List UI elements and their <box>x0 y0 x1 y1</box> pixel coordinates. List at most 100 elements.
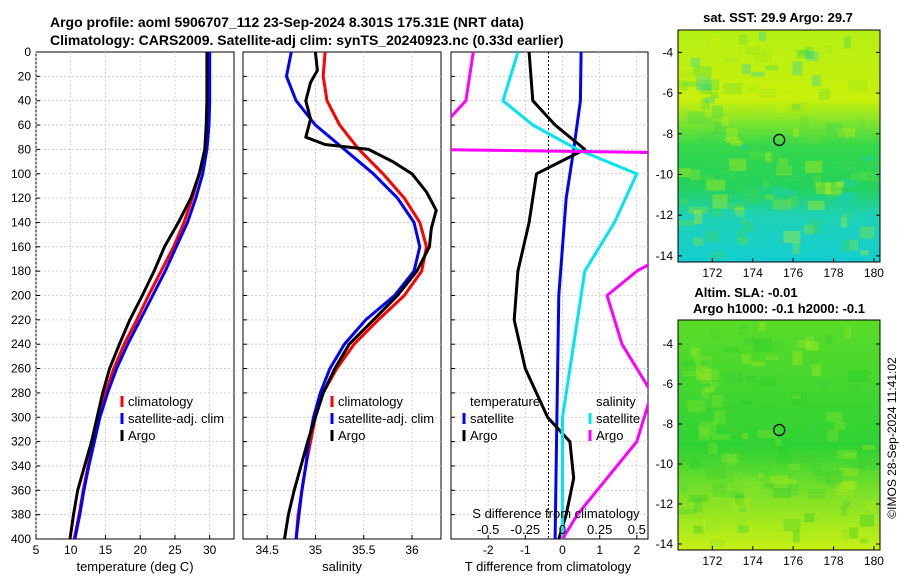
map-texture-cell <box>703 369 720 380</box>
map-x-tick-label: 176 <box>783 554 803 568</box>
map-texture-cell <box>765 483 774 489</box>
difference-legend: temperature satellite Argo salinity satellit… <box>462 394 640 443</box>
series-line-t-argo <box>512 52 587 539</box>
map-y-tick-label: -6 <box>662 86 673 100</box>
map-texture-cell <box>710 92 719 99</box>
map-texture-cell <box>688 206 708 214</box>
map-x-tick-label: 174 <box>743 266 763 280</box>
map-texture-cell <box>688 495 708 503</box>
map-texture-cell <box>739 34 748 45</box>
map-texture-cell <box>788 463 800 470</box>
map-texture-cell <box>710 328 720 342</box>
map-texture-cell <box>767 151 774 164</box>
map-texture-cell <box>825 471 843 483</box>
map-texture-cell <box>693 66 712 77</box>
map-texture-cell <box>792 530 800 543</box>
map-texture-cell <box>772 488 791 498</box>
map-texture-cell <box>834 422 845 431</box>
x-tick-label: 30 <box>203 543 217 557</box>
map-texture-cell <box>734 496 745 504</box>
x-tick-label: -2 <box>483 543 494 557</box>
map-texture-cell <box>778 158 789 166</box>
map-texture-cell <box>791 392 807 407</box>
map-texture-cell <box>799 339 808 345</box>
map-texture-cell <box>714 388 722 394</box>
map-texture-cell <box>865 212 876 221</box>
map-texture-cell <box>818 88 830 100</box>
map-texture-cell <box>713 121 726 136</box>
map-x-tick-label: 178 <box>824 266 844 280</box>
map-texture-cell <box>739 400 753 406</box>
map-texture-cell <box>813 175 822 188</box>
map-texture-cell <box>736 517 746 530</box>
map-texture-cell <box>811 363 821 376</box>
map-texture-cell <box>844 36 851 49</box>
map-texture-cell <box>693 237 704 246</box>
map-texture-cell <box>748 439 763 449</box>
sla-map-frame <box>677 319 881 551</box>
map-texture-cell <box>785 478 798 484</box>
legend-label: satellite-adj. clim <box>338 411 434 426</box>
map-texture-cell <box>825 191 841 198</box>
map-texture-cell <box>827 140 839 153</box>
map-texture-cell <box>678 80 688 91</box>
depth-tick-label: 320 <box>11 435 31 449</box>
map-texture-cell <box>809 359 820 366</box>
map-texture-cell <box>809 70 820 76</box>
map-texture-cell <box>746 376 758 383</box>
legend-label: Argo <box>338 428 365 443</box>
map-texture-cell <box>693 525 704 534</box>
map-texture-cell <box>728 491 745 498</box>
map-texture-cell <box>732 498 750 509</box>
depth-tick-label: 220 <box>11 313 31 327</box>
map-texture-cell <box>695 174 715 180</box>
map-y-tick-label: -10 <box>656 457 674 471</box>
map-texture-cell <box>842 501 850 507</box>
map-texture-cell <box>695 463 715 469</box>
map-texture-cell <box>840 192 857 201</box>
series-line-satellite-adj-clim <box>73 52 212 539</box>
map-texture-cell <box>741 433 748 440</box>
map-texture-cell <box>792 128 799 137</box>
map-texture-cell <box>759 88 777 98</box>
depth-tick-label: 280 <box>11 386 31 400</box>
map-texture-cell <box>741 64 751 75</box>
map-texture-cell <box>783 519 801 532</box>
map-texture-cell <box>858 118 866 131</box>
map-y-tick-label: -6 <box>662 377 673 391</box>
depth-tick-label: 380 <box>11 508 31 522</box>
map-y-tick-label: -4 <box>662 337 673 351</box>
map-texture-cell <box>792 61 803 76</box>
map-texture-cell <box>723 57 739 63</box>
map-texture-cell <box>743 509 754 520</box>
temperature-xlabel: temperature (deg C) <box>76 559 193 574</box>
map-texture-cell <box>788 196 799 208</box>
depth-axis: 0 20 40 60 80 100 120 140 160 180 200 220 240 260 280 3… <box>11 45 31 546</box>
map-texture-cell <box>698 427 711 441</box>
map-texture-cell <box>764 152 771 162</box>
map-texture-cell <box>693 355 712 366</box>
map-texture-cell <box>687 111 706 124</box>
series-line-s-argo <box>451 52 648 539</box>
map-texture-cell <box>734 472 743 486</box>
map-texture-cell <box>709 251 725 259</box>
map-texture-cell <box>776 393 786 403</box>
map-texture-cell <box>725 426 740 433</box>
sla-map-panel: Altim. SLA: -0.01 Argo h1000: -0.1 h2000… <box>656 285 885 568</box>
map-texture-cell <box>851 462 867 470</box>
map-texture-cell <box>678 456 691 466</box>
map-texture-cell <box>723 372 743 384</box>
x-tick-label: 34.5 <box>255 543 279 557</box>
map-texture-cell <box>758 184 766 190</box>
map-texture-cell <box>742 188 759 196</box>
map-texture-cell <box>825 182 843 195</box>
depth-tick-label: 60 <box>18 118 32 132</box>
depth-tick-label: 100 <box>11 167 31 181</box>
map-texture-cell <box>712 483 728 497</box>
map-texture-cell <box>690 57 700 67</box>
map-texture-cell <box>735 206 744 218</box>
map-texture-cell <box>729 447 747 460</box>
map-x-tick-label: 174 <box>743 554 763 568</box>
series-line-argo <box>68 52 209 539</box>
map-y-tick-label: -8 <box>662 127 673 141</box>
